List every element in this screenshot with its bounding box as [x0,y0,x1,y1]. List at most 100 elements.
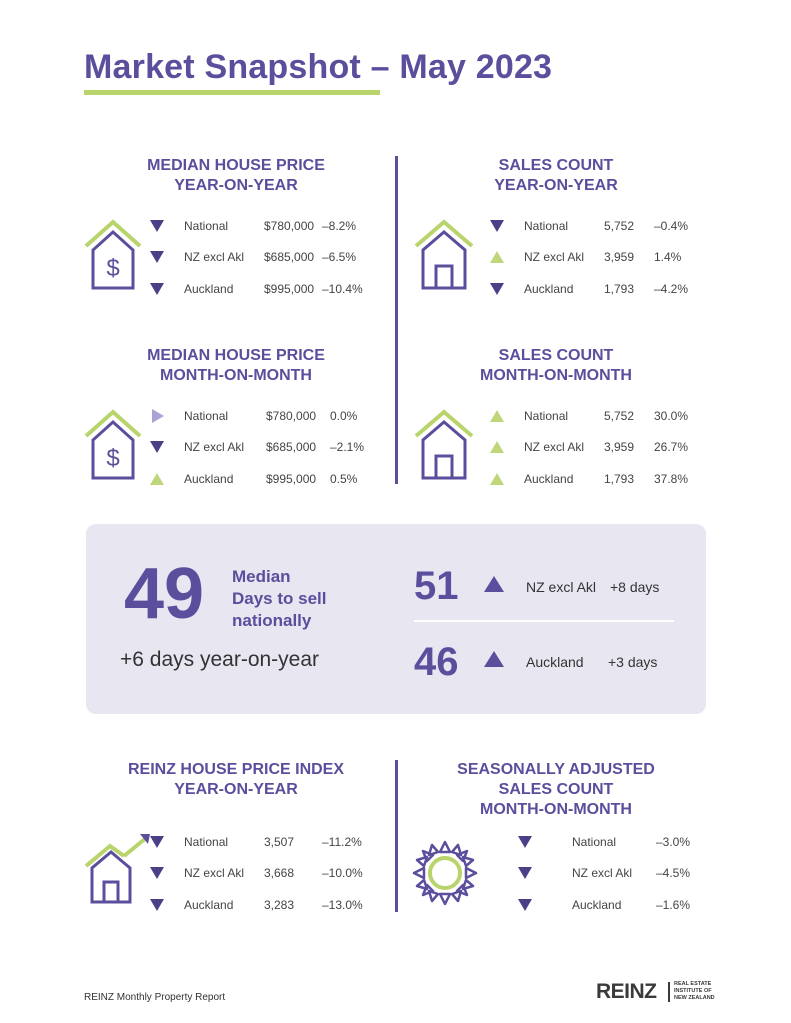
down-arrow-icon [150,836,164,848]
house-dollar-icon: $ [84,219,142,290]
value: $995,000 [264,282,315,296]
region-label: National [524,219,569,233]
auckland-change: +3 days [608,654,658,670]
logo-tagline: REAL ESTATE INSTITUTE OF NEW ZEALAND [674,981,734,1002]
region-label: National [184,409,229,423]
down-arrow-icon [490,220,504,232]
sales-yoy-heading: SALES COUNT YEAR-ON-YEAR [440,156,672,196]
down-arrow-icon [150,283,164,295]
hpi-yoy-heading-line2: YEAR-ON-YEAR [174,781,298,798]
change: –10.0% [322,866,363,880]
region-label: National [572,835,617,849]
median-mom-heading-line2: MONTH-ON-MONTH [160,367,312,384]
change: 37.8% [654,472,689,486]
change: –3.0% [656,835,691,849]
seasonal-heading-line2: SALES COUNT [498,781,614,798]
up-arrow-icon [484,651,504,667]
nz-excl-akl-label: NZ excl Akl [526,579,597,595]
days-label-line3: nationally [232,611,312,630]
down-arrow-icon [150,220,164,232]
seasonal-mom-heading: SEASONALLY ADJUSTED SALES COUNT MONTH-ON… [436,760,676,820]
house-icon [414,219,474,290]
change: –8.2% [322,219,357,233]
up-arrow-icon [484,576,504,592]
change: –4.5% [656,866,691,880]
change: –1.6% [656,898,691,912]
region-label: NZ excl Akl [184,250,245,264]
sales-yoy-heading-line2: YEAR-ON-YEAR [494,177,618,194]
value: $780,000 [266,409,317,423]
value: $685,000 [264,250,315,264]
svg-text:$: $ [106,255,119,282]
logo-word: REINZ [596,980,657,1003]
value: 3,959 [604,440,635,454]
value: 3,959 [604,250,635,264]
hpi-yoy-heading: REINZ HOUSE PRICE INDEX YEAR-ON-YEAR [110,760,362,800]
change: –11.2% [322,835,362,849]
value: $685,000 [266,440,317,454]
page-title: Market Snapshot – May 2023 [84,48,553,86]
value: 3,507 [264,835,295,849]
value: $780,000 [264,219,315,233]
hpi-yoy-heading-line1: REINZ HOUSE PRICE INDEX [127,761,345,778]
logo-line3: NEW ZEALAND [674,995,715,1001]
region-label: Auckland [524,472,574,486]
up-arrow-icon [490,473,504,485]
auckland-label: Auckland [526,654,584,670]
down-arrow-icon [518,899,532,911]
seasonal-heading-line3: MONTH-ON-MONTH [480,801,632,818]
change: –13.0% [322,898,363,912]
nz-excl-akl-change: +8 days [610,579,660,595]
house-rising-arrow-icon [84,834,150,904]
vertical-divider [395,156,398,484]
down-arrow-icon [150,441,164,453]
down-arrow-icon [150,867,164,879]
region-label: Auckland [184,898,234,912]
house-icon [414,409,474,480]
median-yoy-heading-line1: MEDIAN HOUSE PRICE [147,157,325,174]
box-divider [414,620,674,622]
region-label: Auckland [184,472,234,486]
value: 3,668 [264,866,295,880]
change: 1.4% [654,250,682,264]
down-arrow-icon [518,867,532,879]
sales-mom-heading-line2: MONTH-ON-MONTH [480,367,632,384]
sales-mom-heading-line1: SALES COUNT [498,347,614,364]
up-arrow-icon [490,410,504,422]
region-label: NZ excl Akl [572,866,633,880]
logo-divider [668,982,670,1002]
days-to-sell-label: Median Days to sell nationally [232,566,362,632]
region-label: NZ excl Akl [524,250,585,264]
down-arrow-icon [518,836,532,848]
up-arrow-icon [150,473,164,485]
region-label: Auckland [524,282,574,296]
change: –6.5% [322,250,357,264]
sun-icon [412,840,478,906]
region-label: Auckland [572,898,622,912]
logo-line2: INSTITUTE OF [674,988,712,994]
region-label: National [184,835,229,849]
region-label: NZ excl Akl [184,866,245,880]
seasonal-heading-line1: SEASONALLY ADJUSTED [457,761,655,778]
change: –4.2% [654,282,689,296]
median-yoy-heading: MEDIAN HOUSE PRICE YEAR-ON-YEAR [120,156,352,196]
days-yoy-text: +6 days year-on-year [120,648,320,671]
change: 0.5% [330,472,358,486]
footer-text: REINZ Monthly Property Report [84,992,226,1003]
days-label-line2: Days to sell [232,589,327,608]
region-label: Auckland [184,282,234,296]
region-label: NZ excl Akl [184,440,245,454]
region-label: NZ excl Akl [524,440,585,454]
change: 26.7% [654,440,689,454]
vertical-divider [395,760,398,912]
sales-mom-heading: SALES COUNT MONTH-ON-MONTH [440,346,672,386]
value: 1,793 [604,472,635,486]
down-arrow-icon [150,251,164,263]
value: $995,000 [266,472,317,486]
value: 5,752 [604,219,635,233]
house-dollar-icon: $ [84,409,142,480]
days-label-line1: Median [232,567,291,586]
down-arrow-icon [150,899,164,911]
nz-excl-akl-days: 51 [414,564,459,608]
change: 30.0% [654,409,689,423]
